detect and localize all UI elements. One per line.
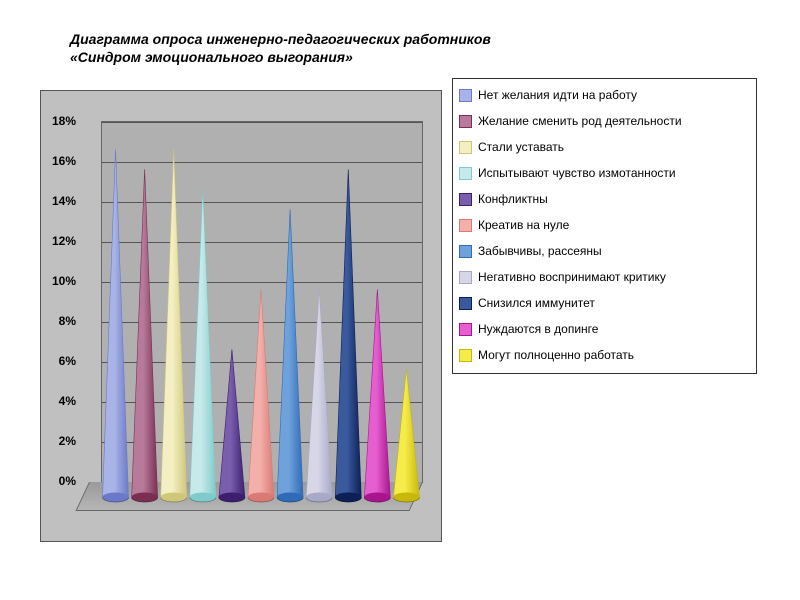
legend-swatch: [459, 141, 472, 154]
grid-line: [102, 122, 422, 123]
y-tick-label: 12%: [26, 234, 76, 248]
legend-item: Забывчивы, рассеяны: [459, 239, 750, 265]
y-tick-label: 4%: [26, 394, 76, 408]
legend-swatch: [459, 349, 472, 362]
legend-swatch: [459, 323, 472, 336]
grid-line: [102, 202, 422, 203]
legend-swatch: [459, 297, 472, 310]
legend-label: Креатив на нуле: [478, 218, 750, 233]
legend-item: Негативно воспринимают критику: [459, 265, 750, 291]
legend-label: Нуждаются в допинге: [478, 322, 750, 337]
legend-swatch: [459, 193, 472, 206]
grid-line: [102, 242, 422, 243]
grid-line: [102, 322, 422, 323]
legend-swatch: [459, 219, 472, 232]
legend-label: Негативно воспринимают критику: [478, 270, 750, 285]
legend-label: Конфликтны: [478, 192, 750, 207]
legend-swatch: [459, 115, 472, 128]
legend-item: Могут полноценно работать: [459, 343, 750, 369]
plot-area: 0%2%4%6%8%10%12%14%16%18%: [101, 121, 421, 511]
legend-label: Снизился иммунитет: [478, 296, 750, 311]
legend-item: Желание сменить род деятельности: [459, 109, 750, 135]
legend-swatch: [459, 89, 472, 102]
legend-item: Креатив на нуле: [459, 213, 750, 239]
grid-line: [102, 282, 422, 283]
legend-item: Нет желания идти на работу: [459, 83, 750, 109]
legend-label: Стали уставать: [478, 140, 750, 155]
grid-line: [102, 362, 422, 363]
legend-item: Стали уставать: [459, 135, 750, 161]
y-tick-label: 2%: [26, 434, 76, 448]
legend-label: Испытывают чувство измотанности: [478, 166, 750, 181]
legend-swatch: [459, 271, 472, 284]
y-tick-label: 0%: [26, 474, 76, 488]
grid-line: [102, 402, 422, 403]
legend-swatch: [459, 245, 472, 258]
legend-item: Снизился иммунитет: [459, 291, 750, 317]
legend-label: Могут полноценно работать: [478, 348, 750, 363]
grid-line: [102, 442, 422, 443]
legend-label: Желание сменить род деятельности: [478, 114, 750, 129]
legend-item: Нуждаются в допинге: [459, 317, 750, 343]
y-tick-label: 8%: [26, 314, 76, 328]
legend-label: Забывчивы, рассеяны: [478, 244, 750, 259]
y-tick-label: 6%: [26, 354, 76, 368]
legend: Нет желания идти на работу Желание сменит…: [452, 78, 757, 374]
chart-panel: 0%2%4%6%8%10%12%14%16%18%: [40, 90, 442, 542]
y-tick-label: 14%: [26, 194, 76, 208]
back-wall: [101, 121, 423, 483]
grid-line: [102, 162, 422, 163]
title-line-2: «Синдром эмоционального выгорания»: [70, 49, 353, 65]
title-line-1: Диаграмма опроса инженерно-педагогически…: [70, 31, 491, 47]
y-tick-label: 16%: [26, 154, 76, 168]
y-tick-label: 10%: [26, 274, 76, 288]
legend-swatch: [459, 167, 472, 180]
floor: [75, 482, 423, 511]
legend-item: Конфликтны: [459, 187, 750, 213]
y-tick-label: 18%: [26, 114, 76, 128]
legend-label: Нет желания идти на работу: [478, 88, 750, 103]
legend-item: Испытывают чувство измотанности: [459, 161, 750, 187]
chart-title: Диаграмма опроса инженерно-педагогически…: [70, 30, 610, 66]
